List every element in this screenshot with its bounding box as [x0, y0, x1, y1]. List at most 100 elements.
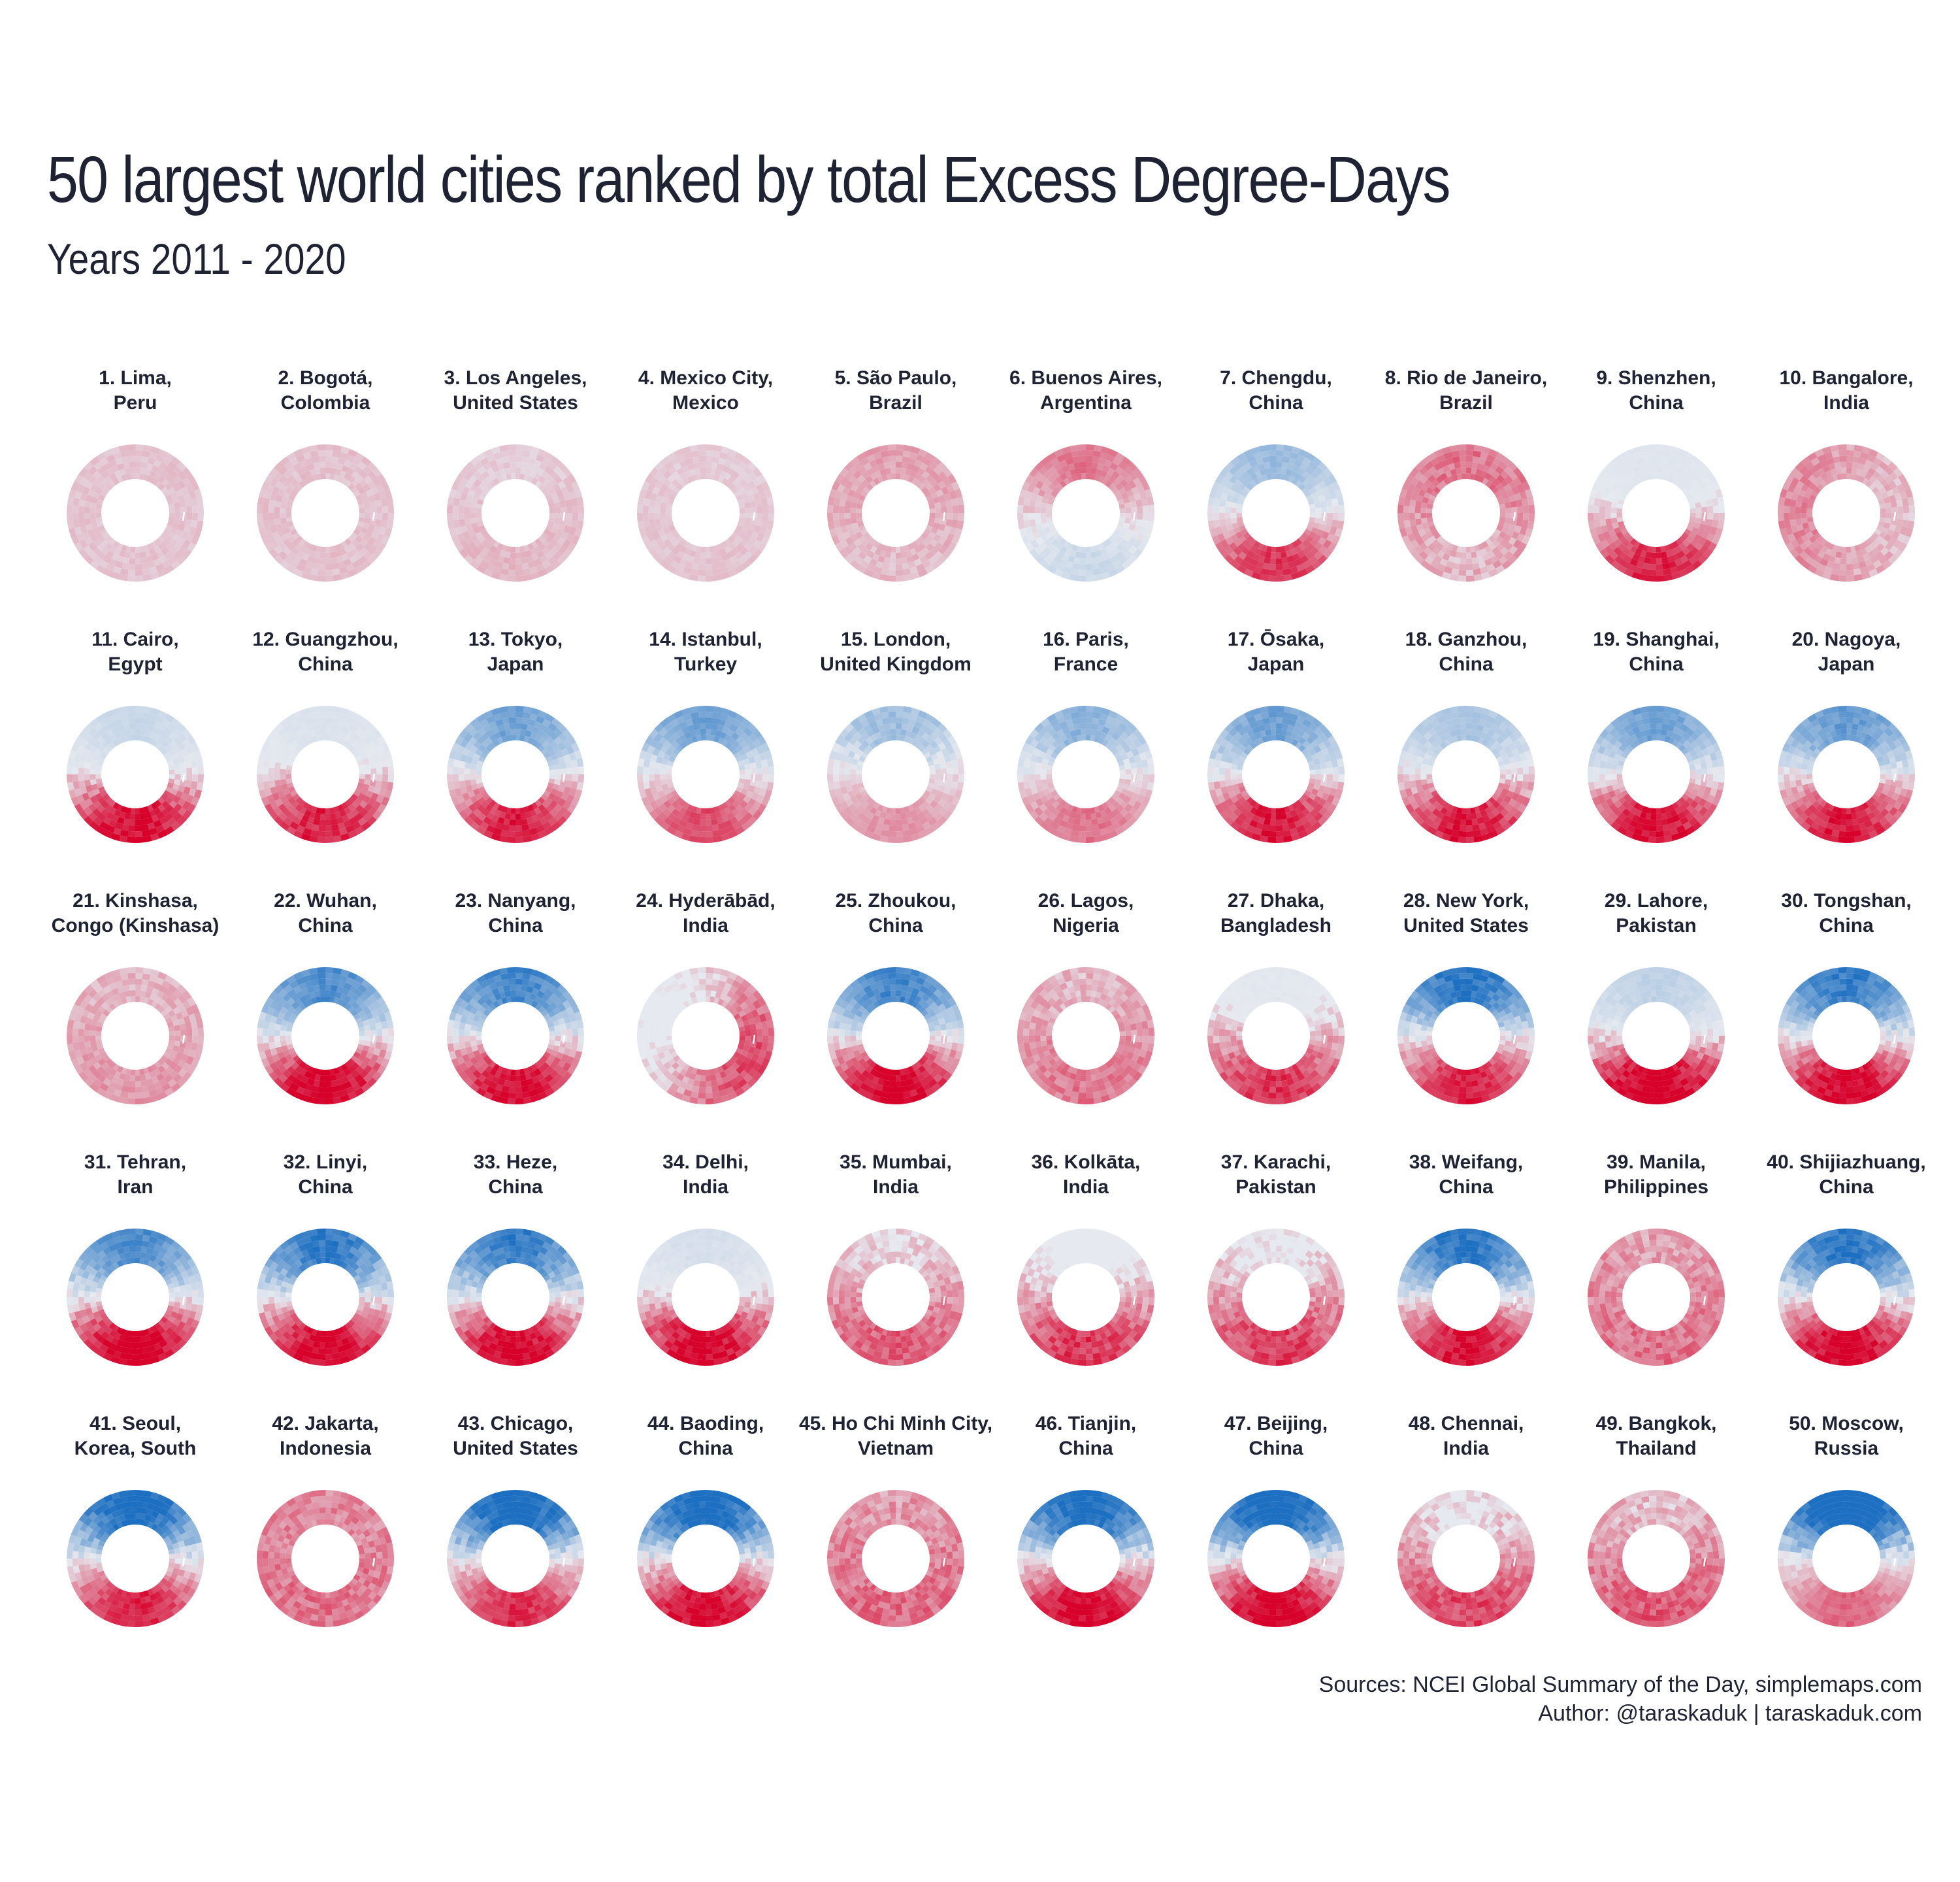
ring-cell — [274, 500, 282, 508]
ring-cell — [1851, 552, 1857, 559]
ring-cell — [295, 535, 303, 543]
ring-cell — [319, 819, 325, 826]
ring-cell — [172, 812, 182, 822]
ring-cell — [749, 518, 757, 526]
ring-cell — [1222, 486, 1231, 495]
ring-cell — [1037, 489, 1046, 497]
ring-cell — [734, 565, 745, 574]
ring-cell — [459, 760, 466, 768]
ring-cell — [167, 760, 174, 767]
ring-cell — [185, 499, 192, 507]
ring-cell — [1850, 473, 1856, 480]
ring-cell — [1416, 523, 1424, 531]
ring-cell — [558, 523, 566, 532]
ring-cell — [114, 731, 122, 740]
ring-cell — [135, 808, 140, 814]
ring-cell — [900, 546, 906, 553]
ring-cell — [1656, 467, 1662, 474]
ring-cell — [109, 545, 117, 553]
ring-cell — [175, 489, 184, 497]
ring-cell — [875, 719, 884, 727]
ring-cell — [178, 785, 186, 793]
ring-cell — [183, 754, 191, 763]
ring-cell — [1897, 533, 1905, 543]
ring-cell — [483, 829, 493, 839]
ring-cell — [1224, 512, 1231, 520]
ring-cell — [1092, 718, 1100, 725]
ring-cell — [79, 539, 89, 549]
ring-cell — [747, 554, 757, 565]
ring-cell — [263, 497, 270, 506]
ring-cell — [370, 748, 379, 757]
ring-cell — [566, 803, 576, 814]
ring-cell — [1051, 478, 1060, 487]
ring-cell — [120, 568, 129, 576]
ring-cell — [345, 716, 355, 724]
ring-cell — [127, 831, 135, 838]
ring-cell — [1603, 531, 1611, 540]
ring-cell — [373, 525, 381, 534]
ring-cell — [102, 486, 110, 494]
ring-cell — [911, 553, 920, 561]
ring-cell — [945, 780, 953, 789]
ring-cell — [1251, 446, 1262, 455]
ring-cell — [850, 821, 860, 831]
ring-cell — [1505, 518, 1512, 524]
ring-cell — [1127, 461, 1137, 472]
ring-cell — [752, 477, 762, 487]
ring-cell — [106, 454, 116, 463]
city-name-line: 3. Los Angeles, — [444, 367, 587, 389]
ring-cell — [926, 755, 933, 763]
ring-cell — [269, 519, 276, 527]
ring-cell — [478, 494, 486, 501]
ring-cell — [1294, 546, 1302, 553]
ring-cell — [125, 735, 131, 742]
ring-cell — [954, 789, 962, 799]
ring-cell — [922, 457, 932, 467]
ring-cell — [329, 735, 335, 742]
ring-cell — [534, 807, 542, 815]
ring-cell — [147, 543, 154, 550]
ring-cell — [343, 459, 352, 468]
ring-cell — [280, 774, 286, 780]
ring-cell — [1054, 448, 1064, 457]
ring-cell — [506, 546, 512, 553]
ring-cell — [881, 735, 888, 743]
ring-cell — [522, 829, 531, 837]
ring-cell — [902, 563, 909, 570]
ring-cell — [1605, 554, 1615, 565]
ring-cell — [1409, 548, 1420, 559]
ring-cell — [351, 539, 360, 548]
ring-cell — [1595, 542, 1605, 552]
ring-cell — [290, 490, 298, 497]
ring-cell — [562, 729, 572, 739]
ring-cell — [341, 478, 348, 486]
ring-cell — [1299, 555, 1309, 564]
ring-cell — [1669, 452, 1679, 460]
ring-cell — [459, 780, 466, 788]
ring-cell — [465, 755, 473, 764]
ring-cell — [1473, 574, 1483, 582]
ring-cell — [483, 816, 492, 825]
ring-cell — [269, 499, 276, 507]
ring-cell — [1593, 497, 1601, 506]
ring-cell — [690, 829, 699, 837]
ring-cell — [1668, 561, 1676, 569]
ring-cell — [1419, 465, 1429, 476]
ring-cell — [1862, 465, 1870, 473]
ring-cell — [1313, 550, 1323, 561]
ring-cell — [909, 566, 919, 574]
ring-cell — [748, 523, 756, 532]
city-panel-12: 12. Guangzhou, China — [231, 627, 420, 889]
ring-cell — [1823, 566, 1833, 574]
ring-cell — [193, 789, 202, 799]
ring-cell — [1119, 778, 1126, 784]
ring-cell — [1516, 519, 1523, 527]
ring-cell — [741, 821, 751, 831]
ring-cell — [533, 459, 542, 468]
ring-cell — [344, 807, 351, 815]
ring-cell — [1506, 529, 1514, 537]
ring-cell — [1017, 496, 1025, 506]
ring-cell — [257, 782, 265, 791]
ring-cell — [549, 774, 555, 780]
